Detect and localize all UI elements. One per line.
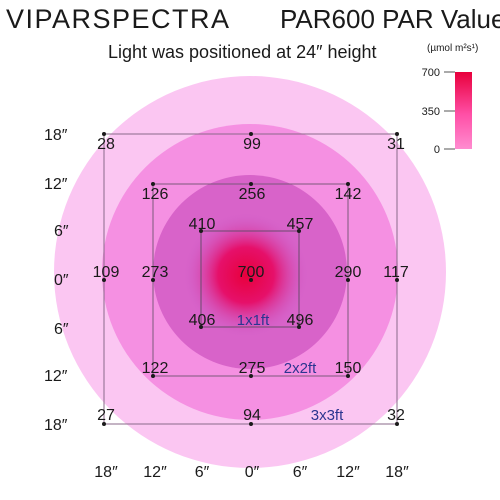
x-label-12-right: 12″ — [336, 464, 360, 481]
zone-core — [184, 213, 308, 337]
subtitle: Light was positioned at 24″ height — [108, 42, 377, 62]
par-value: 256 — [239, 186, 266, 203]
brand-title: VIPARSPECTRA — [6, 4, 231, 34]
x-label-6-right: 6″ — [293, 464, 308, 481]
legend-unit: (µmol m²s¹) — [427, 43, 478, 54]
y-label-0: 0″ — [54, 272, 69, 289]
area-label-2x2: 2x2ft — [284, 360, 317, 377]
x-label-12-left: 12″ — [143, 464, 167, 481]
y-label-18-top: 18″ — [44, 127, 68, 144]
area-label-1x1: 1x1ft — [237, 312, 270, 329]
area-label-3x3: 3x3ft — [311, 407, 344, 424]
par-value: 99 — [243, 136, 261, 153]
par-value: 31 — [387, 136, 405, 153]
legend-tick-350: 350 — [422, 106, 440, 118]
par-value: 28 — [97, 136, 115, 153]
par-value: 496 — [287, 312, 314, 329]
par-value: 126 — [142, 186, 169, 203]
par-value: 410 — [189, 216, 216, 233]
y-label-12-top: 12″ — [44, 176, 68, 193]
y-label-18-bottom: 18″ — [44, 417, 68, 434]
model-title: PAR600 PAR Value — [280, 4, 500, 34]
par-value: 290 — [335, 264, 362, 281]
legend-tick-700: 700 — [422, 67, 440, 79]
par-value: 117 — [383, 264, 409, 281]
x-label-18-right: 18″ — [385, 464, 409, 481]
par-value: 406 — [189, 312, 216, 329]
x-label-0: 0″ — [245, 464, 260, 481]
par-value: 122 — [142, 360, 169, 377]
par-value: 150 — [335, 360, 362, 377]
par-value: 275 — [239, 360, 266, 377]
par-value: 94 — [243, 407, 261, 424]
par-value: 457 — [287, 216, 314, 233]
y-label-12-bottom: 12″ — [44, 368, 68, 385]
x-label-18-left: 18″ — [94, 464, 118, 481]
par-value: 27 — [97, 407, 115, 424]
area-1x1-rect — [200, 230, 300, 328]
y-label-6-top: 6″ — [54, 223, 69, 240]
legend-tick-0: 0 — [434, 144, 440, 156]
par-value: 273 — [142, 264, 169, 281]
measurement-points — [102, 132, 399, 426]
x-label-6-left: 6″ — [195, 464, 210, 481]
par-value: 32 — [387, 407, 405, 424]
par-value: 109 — [93, 264, 120, 281]
y-label-6-bottom: 6″ — [54, 321, 69, 338]
par-value-center: 700 — [238, 264, 265, 281]
par-value: 142 — [335, 186, 362, 203]
legend-color-bar — [455, 72, 472, 149]
